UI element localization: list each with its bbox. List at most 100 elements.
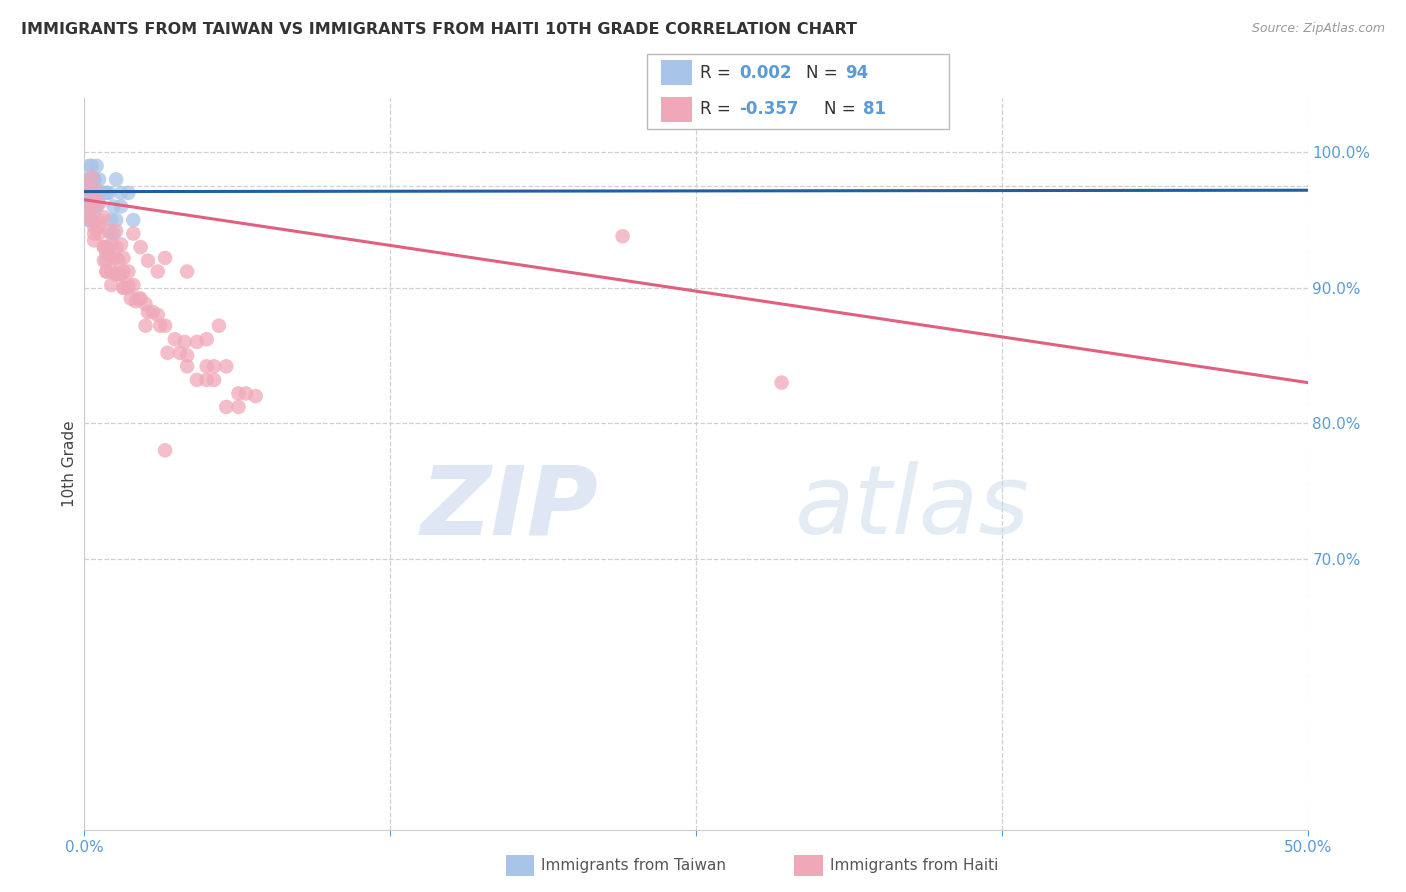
Point (215, 400, 238, 414)
Point (105, 267, 128, 281)
Point (202, 359, 225, 374)
Text: Immigrants from Haiti: Immigrants from Haiti (830, 858, 998, 872)
Point (100, 251, 122, 265)
Point (163, 332, 186, 346)
Point (76, 179, 98, 194)
Text: IMMIGRANTS FROM TAIWAN VS IMMIGRANTS FROM HAITI 10TH GRADE CORRELATION CHART: IMMIGRANTS FROM TAIWAN VS IMMIGRANTS FRO… (21, 22, 858, 37)
Text: 0.002: 0.002 (740, 63, 792, 82)
Point (87, 186, 110, 200)
Point (86, 183, 108, 197)
Point (77, 186, 100, 200)
Point (135, 318, 157, 333)
Point (122, 278, 145, 293)
Point (83, 199, 105, 213)
Point (80, 213, 103, 227)
Point (83, 186, 105, 200)
Point (173, 334, 195, 349)
Point (105, 267, 128, 281)
Point (80, 199, 103, 213)
Point (80, 172, 103, 186)
Point (80, 199, 103, 213)
Point (228, 400, 250, 414)
Point (176, 359, 198, 374)
Point (77, 199, 100, 213)
Point (770, 376, 793, 390)
Text: Immigrants from Taiwan: Immigrants from Taiwan (541, 858, 727, 872)
Point (80, 213, 103, 227)
Point (83, 172, 105, 186)
Point (107, 253, 129, 268)
Point (153, 443, 176, 458)
Point (80, 172, 103, 186)
Point (195, 373, 218, 387)
Point (208, 318, 231, 333)
Point (105, 213, 128, 227)
Point (112, 264, 135, 278)
Point (86, 186, 108, 200)
Point (90, 186, 112, 200)
Point (93, 253, 115, 268)
Point (87, 186, 110, 200)
Point (77, 172, 100, 186)
Point (80, 186, 103, 200)
Point (127, 292, 149, 306)
Point (86, 199, 108, 213)
Point (93, 240, 115, 254)
Point (146, 264, 169, 278)
Point (100, 227, 122, 241)
Point (105, 172, 128, 186)
Point (77, 199, 100, 213)
Point (125, 294, 148, 309)
Point (77, 186, 100, 200)
Point (96, 240, 118, 254)
Point (80, 199, 103, 213)
Point (77, 186, 100, 200)
Point (136, 305, 159, 319)
Point (110, 199, 132, 213)
Point (83, 199, 105, 213)
Point (93, 186, 115, 200)
Point (202, 373, 225, 387)
Point (83, 172, 105, 186)
Point (80, 199, 103, 213)
Text: N =: N = (806, 63, 842, 82)
Point (86, 159, 108, 173)
Point (80, 186, 103, 200)
Point (146, 308, 169, 322)
Point (122, 227, 145, 241)
Point (156, 345, 179, 359)
Point (87, 213, 110, 227)
Point (77, 213, 100, 227)
Text: N =: N = (824, 100, 860, 118)
Point (83, 172, 105, 186)
Text: R =: R = (700, 63, 737, 82)
Point (83, 186, 105, 200)
Point (80, 186, 103, 200)
Text: 94: 94 (845, 63, 869, 82)
Point (87, 196, 110, 211)
Point (110, 186, 132, 200)
Point (136, 253, 159, 268)
Point (80, 213, 103, 227)
Point (215, 359, 238, 374)
Point (90, 186, 112, 200)
Point (612, 229, 634, 244)
Point (153, 251, 176, 265)
Point (87, 186, 110, 200)
Point (80, 186, 103, 200)
Point (96, 186, 118, 200)
Point (186, 334, 208, 349)
Point (96, 253, 118, 268)
Point (117, 281, 139, 295)
Point (83, 199, 105, 213)
Point (96, 264, 118, 278)
Point (77, 172, 100, 186)
Y-axis label: 10th Grade: 10th Grade (62, 420, 77, 508)
Point (80, 169, 103, 184)
Point (80, 172, 103, 186)
Point (77, 199, 100, 213)
Point (135, 297, 157, 311)
Point (96, 264, 118, 278)
Point (77, 186, 100, 200)
Point (77, 186, 100, 200)
